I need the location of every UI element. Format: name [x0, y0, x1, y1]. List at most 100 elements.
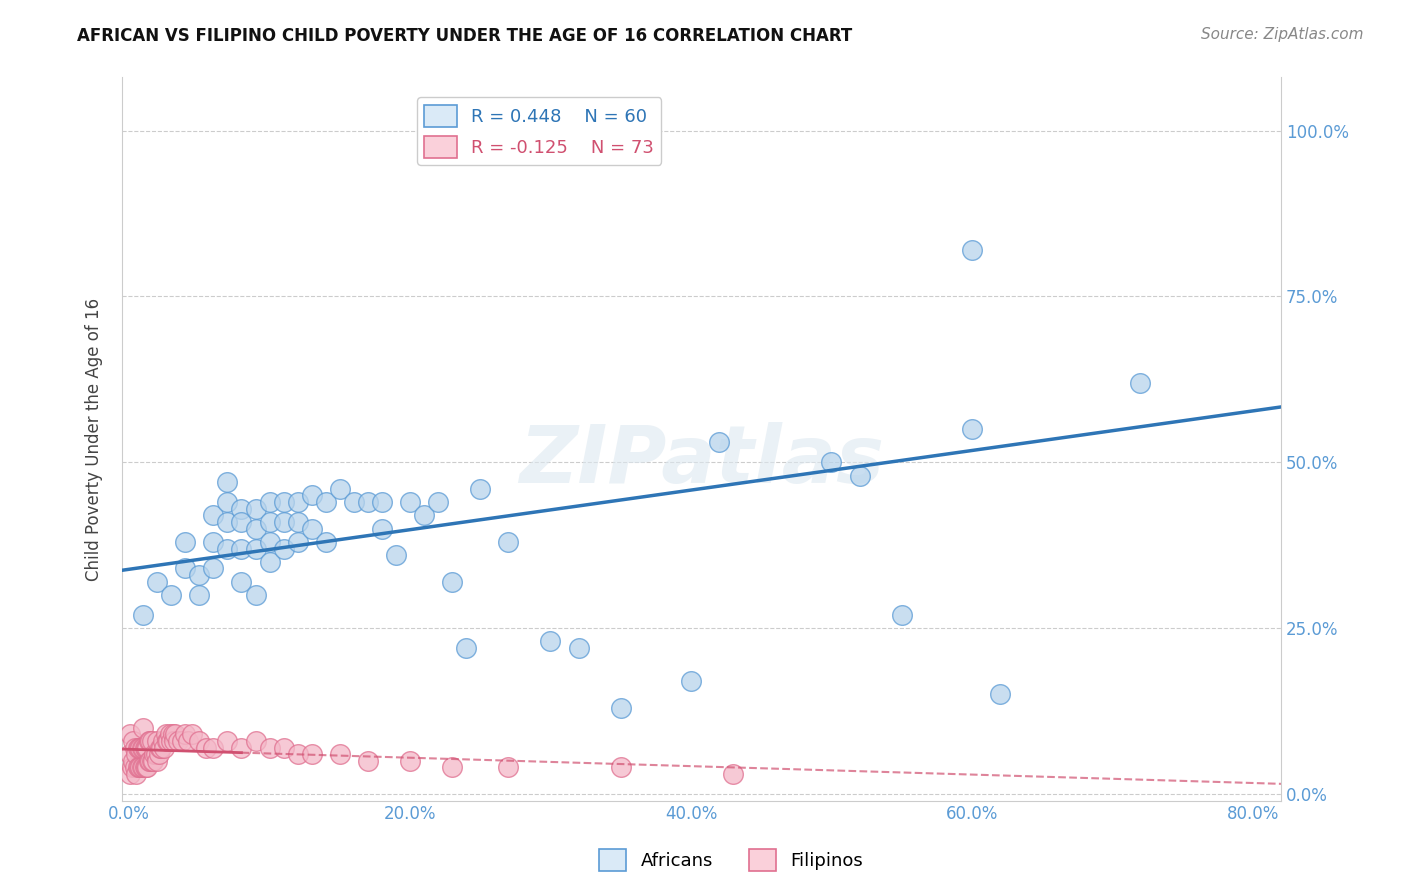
Point — [259, 495, 281, 509]
Point — [142, 754, 165, 768]
Point — [167, 734, 190, 748]
Point — [287, 515, 309, 529]
Point — [679, 674, 702, 689]
Point — [413, 508, 436, 523]
Point — [136, 740, 159, 755]
Point — [1354, 110, 1376, 124]
Point — [120, 727, 142, 741]
Point — [132, 607, 155, 622]
Point — [960, 243, 983, 257]
Point — [124, 760, 146, 774]
Point — [498, 534, 520, 549]
Point — [174, 561, 197, 575]
Point — [357, 754, 380, 768]
Point — [329, 482, 352, 496]
Point — [156, 734, 179, 748]
Point — [141, 754, 163, 768]
Point — [245, 541, 267, 556]
Point — [371, 522, 394, 536]
Point — [301, 488, 323, 502]
Point — [329, 747, 352, 761]
Point — [188, 734, 211, 748]
Point — [498, 760, 520, 774]
Point — [174, 534, 197, 549]
Text: ZIPatlas: ZIPatlas — [519, 422, 884, 500]
Point — [162, 727, 184, 741]
Point — [188, 588, 211, 602]
Point — [146, 574, 169, 589]
Point — [315, 495, 337, 509]
Point — [125, 747, 148, 761]
Point — [231, 541, 253, 556]
Point — [273, 541, 295, 556]
Point — [231, 501, 253, 516]
Point — [121, 760, 143, 774]
Point — [202, 740, 225, 755]
Point — [245, 501, 267, 516]
Point — [259, 534, 281, 549]
Point — [135, 760, 157, 774]
Point — [441, 760, 464, 774]
Point — [820, 455, 842, 469]
Point — [120, 767, 142, 781]
Point — [172, 734, 194, 748]
Point — [145, 747, 167, 761]
Point — [609, 700, 631, 714]
Legend: Africans, Filipinos: Africans, Filipinos — [592, 842, 870, 879]
Point — [132, 721, 155, 735]
Point — [568, 640, 591, 655]
Point — [707, 435, 730, 450]
Point — [177, 734, 200, 748]
Point — [122, 734, 145, 748]
Text: Source: ZipAtlas.com: Source: ZipAtlas.com — [1201, 27, 1364, 42]
Point — [540, 634, 562, 648]
Point — [120, 747, 142, 761]
Point — [174, 727, 197, 741]
Point — [231, 515, 253, 529]
Point — [139, 754, 162, 768]
Point — [217, 734, 239, 748]
Point — [125, 767, 148, 781]
Point — [128, 760, 150, 774]
Point — [202, 534, 225, 549]
Point — [148, 747, 170, 761]
Point — [163, 734, 186, 748]
Point — [287, 747, 309, 761]
Point — [138, 754, 160, 768]
Point — [273, 740, 295, 755]
Point — [159, 727, 181, 741]
Point — [188, 568, 211, 582]
Point — [202, 561, 225, 575]
Point — [245, 734, 267, 748]
Point — [273, 495, 295, 509]
Point — [427, 495, 450, 509]
Point — [960, 422, 983, 436]
Point — [371, 495, 394, 509]
Point — [124, 740, 146, 755]
Point — [399, 495, 422, 509]
Point — [127, 760, 149, 774]
Point — [143, 747, 166, 761]
Point — [890, 607, 912, 622]
Point — [122, 754, 145, 768]
Point — [135, 740, 157, 755]
Point — [357, 495, 380, 509]
Point — [128, 740, 150, 755]
Point — [132, 740, 155, 755]
Point — [301, 747, 323, 761]
Point — [217, 541, 239, 556]
Point — [146, 734, 169, 748]
Point — [129, 760, 152, 774]
Point — [259, 515, 281, 529]
Point — [150, 740, 173, 755]
Point — [153, 740, 176, 755]
Legend: R = 0.448    N = 60, R = -0.125    N = 73: R = 0.448 N = 60, R = -0.125 N = 73 — [418, 97, 661, 165]
Point — [157, 734, 180, 748]
Point — [131, 740, 153, 755]
Y-axis label: Child Poverty Under the Age of 16: Child Poverty Under the Age of 16 — [86, 297, 103, 581]
Point — [217, 495, 239, 509]
Point — [202, 508, 225, 523]
Point — [132, 760, 155, 774]
Point — [456, 640, 478, 655]
Point — [129, 740, 152, 755]
